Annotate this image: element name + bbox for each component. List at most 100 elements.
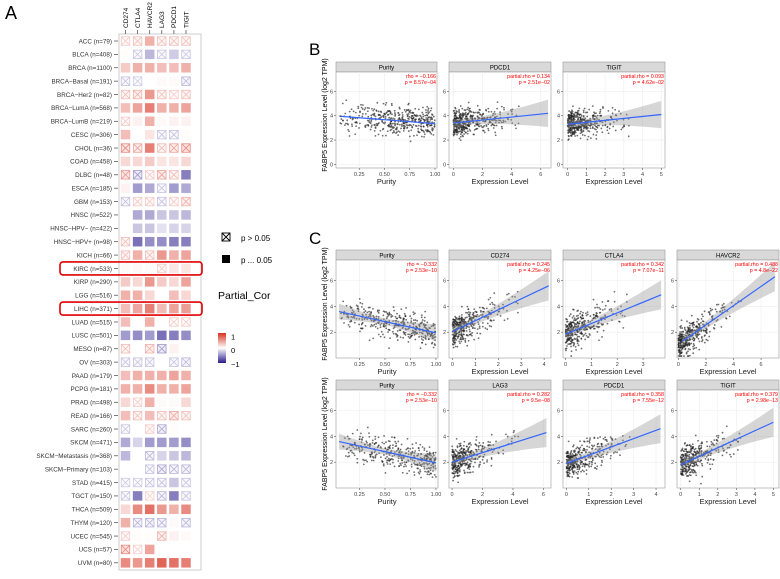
data-point (397, 123, 399, 125)
x-axis-label: Expression Level (585, 367, 642, 376)
data-point (368, 436, 370, 438)
data-point (477, 111, 479, 113)
data-point (685, 450, 687, 452)
heatmap-cell (157, 290, 167, 300)
data-point (456, 317, 458, 319)
data-point (737, 449, 739, 451)
row-label: SKCM−Primary (n=103) (45, 466, 112, 473)
data-point (428, 111, 430, 113)
data-point (383, 463, 385, 465)
data-point (469, 446, 471, 448)
data-point (373, 124, 375, 126)
data-point (381, 460, 383, 462)
heatmap-cell-nonsignificant (158, 144, 167, 153)
data-point (397, 330, 399, 332)
x-tick-label: 6 (539, 172, 542, 178)
row-label: BLCA (n=408) (72, 52, 112, 59)
heatmap-cell (121, 505, 131, 515)
data-point (704, 342, 706, 344)
data-point (426, 115, 428, 117)
data-point (575, 116, 577, 118)
data-point (356, 429, 358, 431)
data-point (680, 355, 682, 357)
data-point (700, 483, 702, 485)
data-point (460, 338, 462, 340)
heatmap-cell (181, 304, 191, 314)
p-value-stat: p = 2.53e−10 (406, 398, 437, 404)
data-point (382, 334, 384, 336)
data-point (717, 437, 719, 439)
data-point (480, 310, 482, 312)
p-value-stat: p = 7.55e−12 (633, 398, 664, 404)
heatmap-cell (145, 371, 155, 381)
data-point (588, 446, 590, 448)
data-point (465, 463, 467, 465)
data-point (600, 464, 602, 466)
data-point (691, 465, 693, 467)
data-point (497, 101, 499, 103)
row-label: UCEC (n=545) (71, 533, 112, 540)
data-point (689, 474, 691, 476)
data-point (456, 117, 458, 119)
data-point (461, 108, 463, 110)
heatmap-cell (157, 157, 167, 167)
data-point (467, 107, 469, 109)
data-point (599, 112, 601, 114)
data-point (569, 315, 571, 317)
data-point (695, 347, 697, 349)
data-point (343, 322, 345, 324)
data-point (399, 315, 401, 317)
heatmap-cell (181, 157, 191, 167)
data-point (362, 322, 364, 324)
heatmap-cell-nonsignificant (158, 518, 167, 527)
y-tick-label: 2 (557, 330, 560, 336)
data-point (458, 340, 460, 342)
data-point (687, 475, 689, 477)
y-tick-label: 6 (330, 279, 333, 285)
data-point (478, 323, 480, 325)
data-point (453, 347, 455, 349)
data-point (482, 459, 484, 461)
data-point (373, 108, 375, 110)
data-point (680, 333, 682, 335)
data-point (730, 456, 732, 458)
data-point (393, 436, 395, 438)
y-tick-label: 6 (671, 409, 674, 415)
data-point (391, 315, 393, 317)
data-point (589, 315, 591, 317)
data-point (504, 319, 506, 321)
heatmap-cell (145, 398, 155, 408)
data-point (722, 438, 724, 440)
heatmap-cell-nonsignificant (182, 478, 191, 487)
y-tick-label: 2 (671, 330, 674, 336)
data-point (488, 299, 490, 301)
data-point (424, 133, 426, 135)
data-point (416, 320, 418, 322)
data-point (412, 120, 414, 122)
data-point (586, 437, 588, 439)
data-point (573, 473, 575, 475)
data-point (680, 342, 682, 344)
data-point (385, 135, 387, 137)
data-point (584, 320, 586, 322)
heatmap-cell (145, 290, 155, 300)
data-point (600, 109, 602, 111)
data-point (581, 115, 583, 117)
data-point (628, 135, 630, 137)
data-point (515, 127, 517, 129)
data-point (576, 337, 578, 339)
heatmap-cell (169, 438, 179, 448)
heatmap-cell (133, 130, 143, 140)
data-point (413, 471, 415, 473)
data-point (359, 302, 361, 304)
data-point (421, 136, 423, 138)
data-point (460, 139, 462, 141)
data-point (614, 301, 616, 303)
data-point (409, 448, 411, 450)
data-point (423, 136, 425, 138)
data-point (395, 445, 397, 447)
data-point (580, 117, 582, 119)
data-point (693, 337, 695, 339)
heatmap-cell-nonsignificant (121, 251, 130, 260)
